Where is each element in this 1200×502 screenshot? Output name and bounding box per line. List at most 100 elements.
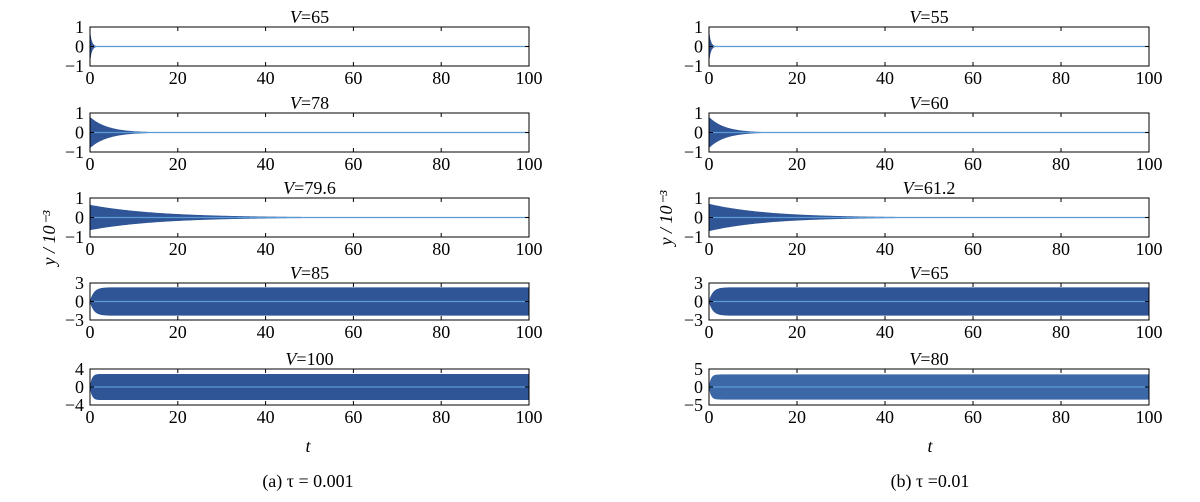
panel-a-4-ytick-label: −3 [65, 310, 84, 330]
panel-a-1-xtick-label: 80 [432, 68, 450, 88]
panel-b-1-xtick-label: 100 [1136, 68, 1163, 88]
panel-a-1-xtick-label: 60 [344, 68, 362, 88]
panel-a-5-xtick-label: 20 [169, 407, 187, 427]
panel-b-5-xtick-label: 100 [1136, 407, 1163, 427]
panel-a-1-xtick-label: 0 [86, 68, 95, 88]
panel-a-2-xtick-label: 40 [257, 154, 275, 174]
panel-b-1-xtick-label: 80 [1052, 68, 1070, 88]
panel-a-5-xtick-label: 60 [344, 407, 362, 427]
panel-b-2-xtick-label: 80 [1052, 154, 1070, 174]
panel-b-2-xtick-label: 20 [788, 154, 806, 174]
panel-b-4-xtick-label: 100 [1136, 322, 1163, 342]
panel-a-4-xtick-label: 80 [432, 322, 450, 342]
panel-b-4-xtick-label: 80 [1052, 322, 1070, 342]
panel-a-4-xtick-label: 0 [86, 322, 95, 342]
panel-a-2-title: V=78 [290, 93, 329, 113]
ylabel-left: y / 10⁻³ [39, 210, 59, 267]
panel-b-5-xtick-label: 60 [964, 407, 982, 427]
panel-b-1-xtick-label: 0 [705, 68, 714, 88]
panel-b-5-xtick-label: 0 [705, 407, 714, 427]
panel-a-2-ytick-label: −1 [65, 142, 84, 162]
panel-b-5-xtick-label: 40 [876, 407, 894, 427]
xlabel-right: t [927, 436, 933, 456]
panel-a-1-xtick-label: 40 [257, 68, 275, 88]
panel-a-2-xtick-label: 60 [344, 154, 362, 174]
panel-b-5-ytick-label: 5 [694, 359, 703, 379]
panel-b-3-title: V=61.2 [903, 178, 956, 198]
panel-b-2-ytick-label: −1 [684, 142, 703, 162]
panel-b-2-xtick-label: 60 [964, 154, 982, 174]
panel-b-3-ytick-label: 1 [694, 188, 703, 208]
panel-b-2-ytick-label: 0 [694, 123, 703, 143]
panel-a-2-xtick-label: 20 [169, 154, 187, 174]
panel-b-2-xtick-label: 100 [1136, 154, 1163, 174]
panel-b-3-xtick-label: 60 [964, 239, 982, 259]
panel-b-1-xtick-label: 20 [788, 68, 806, 88]
panel-b-1-ytick-label: 1 [694, 17, 703, 37]
panel-b-2-ytick-label: 1 [694, 103, 703, 123]
panel-a-3-ytick-label: 0 [75, 208, 84, 228]
xlabel-left: t [305, 436, 311, 456]
panel-b-3-ytick-label: −1 [684, 227, 703, 247]
panel-b-2-title: V=60 [909, 93, 948, 113]
panel-b-3-xtick-label: 40 [876, 239, 894, 259]
panel-a-2-ytick-label: 0 [75, 123, 84, 143]
panel-b-4-ytick-label: 3 [694, 273, 703, 293]
panel-b-3-ytick-label: 0 [694, 208, 703, 228]
panel-b-1-xtick-label: 60 [964, 68, 982, 88]
panel-b-4-ytick-label: 0 [694, 292, 703, 312]
panel-a-5-xtick-label: 80 [432, 407, 450, 427]
panel-a-3-title: V=79.6 [283, 178, 336, 198]
panel-b-5-ytick-label: 0 [694, 377, 703, 397]
panel-b-5-title: V=80 [909, 349, 948, 369]
panel-a-3-ytick-label: 1 [75, 188, 84, 208]
panel-b-4-xtick-label: 40 [876, 322, 894, 342]
panel-a-1-ytick-label: 1 [75, 17, 84, 37]
panel-a-3-xtick-label: 80 [432, 239, 450, 259]
panel-b-4-xtick-label: 60 [964, 322, 982, 342]
panel-b-5-xtick-label: 20 [788, 407, 806, 427]
panel-b-4-xtick-label: 20 [788, 322, 806, 342]
panel-a-4-ytick-label: 3 [75, 273, 84, 293]
caption-right: (b) τ =0.01 [891, 471, 970, 492]
panel-a-5-xtick-label: 0 [86, 407, 95, 427]
panel-a-1-xtick-label: 100 [516, 68, 543, 88]
panel-a-5-ytick-label: −4 [65, 395, 84, 415]
panel-a-3-xtick-label: 100 [516, 239, 543, 259]
panel-a-3-xtick-label: 60 [344, 239, 362, 259]
panel-b-5-ytick-label: −5 [684, 395, 703, 415]
panel-b-1-ytick-label: 0 [694, 37, 703, 57]
panel-b-4-xtick-label: 0 [705, 322, 714, 342]
caption-left: (a) τ = 0.001 [262, 471, 353, 492]
panel-a-4-title: V=85 [290, 263, 329, 283]
panel-a-3: V=79.610−10 20 40 60 80 100 [65, 178, 543, 259]
panel-a-2-xtick-label: 100 [516, 154, 543, 174]
panel-b-4-ytick-label: −3 [684, 310, 703, 330]
panel-b-3-xtick-label: 80 [1052, 239, 1070, 259]
panel-a-3-xtick-label: 0 [86, 239, 95, 259]
panel-a-1-ytick-label: 0 [75, 37, 84, 57]
panel-a-1-xtick-label: 20 [169, 68, 187, 88]
panel-a-4-xtick-label: 60 [344, 322, 362, 342]
panel-a-5-title: V=100 [285, 349, 333, 369]
panel-b-1-title: V=55 [909, 7, 948, 27]
panel-b-2-xtick-label: 40 [876, 154, 894, 174]
panel-b-1-ytick-label: −1 [684, 56, 703, 76]
panel-a-1-ytick-label: −1 [65, 56, 84, 76]
panel-a-5-xtick-label: 100 [516, 407, 543, 427]
panel-b-3-xtick-label: 0 [705, 239, 714, 259]
panel-b-4-title: V=65 [909, 263, 948, 283]
panel-b-3-xtick-label: 20 [788, 239, 806, 259]
panel-a-2-ytick-label: 1 [75, 103, 84, 123]
panel-a-2-xtick-label: 0 [86, 154, 95, 174]
panel-a-4-xtick-label: 20 [169, 322, 187, 342]
